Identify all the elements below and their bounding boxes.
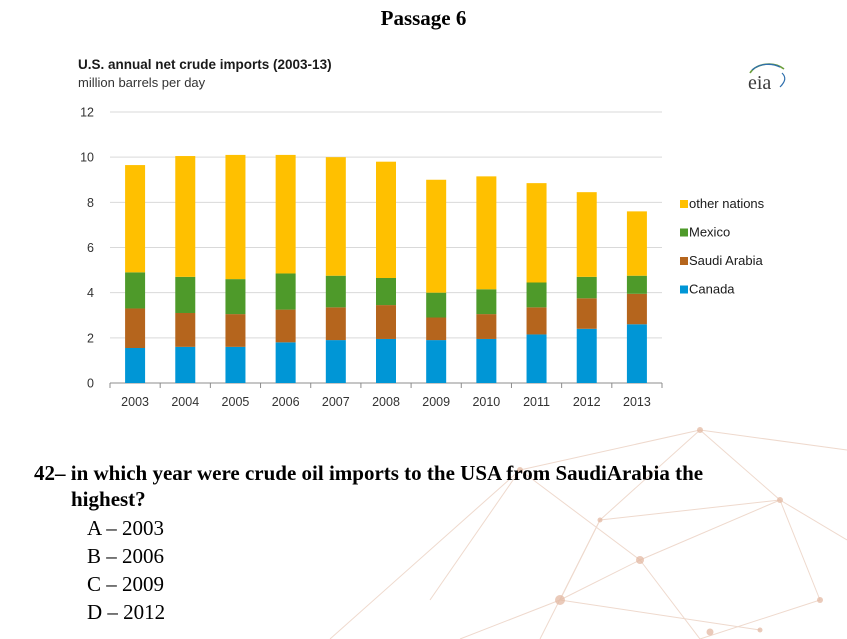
x-tick-label: 2008 [372,395,400,409]
bar-segment-saudi-arabia-2007 [325,307,346,341]
x-tick-label: 2004 [171,395,199,409]
option-a[interactable]: A – 2003 [87,516,165,540]
bar-segment-canada-2003 [125,347,146,383]
bar-segment-other-nations-2012 [576,192,597,277]
bar-segment-canada-2010 [476,338,497,383]
bar-segment-canada-2004 [175,346,196,383]
question-text: 42– in which year were crude oil imports… [34,460,824,512]
bar-segment-saudi-arabia-2013 [626,293,647,325]
bar-segment-canada-2006 [275,342,296,383]
bar-segment-mexico-2005 [225,279,246,315]
legend-label-mexico: Mexico [689,225,730,240]
chart-card: 0 2 4 6 8 10 12 2003 2004 2005 2006 2007 2008 2009 201… [72,53,796,415]
bar-segment-mexico-2006 [275,273,296,310]
stacked-bar-chart: 0 2 4 6 8 10 12 2003 2004 2005 2006 2007 2008 2009 201… [80,106,765,410]
legend-swatch-mexico [680,228,688,237]
y-tick-label: 10 [80,151,94,165]
option-d[interactable]: D – 2012 [87,600,166,624]
bar-segment-other-nations-2003 [125,165,146,273]
legend-label-saudi-arabia: Saudi Arabia [689,253,763,268]
bar-segment-saudi-arabia-2003 [125,308,146,348]
bar-segment-other-nations-2009 [426,179,447,293]
bar-segment-saudi-arabia-2011 [526,307,547,335]
y-tick-label: 0 [87,377,94,391]
bar-segment-canada-2013 [626,324,647,383]
x-tick-label: 2007 [322,395,350,409]
bar-segment-saudi-arabia-2005 [225,314,246,347]
bar-segment-saudi-arabia-2012 [576,298,597,329]
legend-swatch-saudi-arabia [680,257,688,265]
option-b[interactable]: B – 2006 [87,544,165,568]
bar-segment-saudi-arabia-2008 [376,305,396,339]
y-tick-label: 2 [87,331,94,345]
bar-segment-saudi-arabia-2009 [426,317,447,341]
passage-title: Passage 6 [380,6,467,30]
bar-segment-other-nations-2006 [275,154,296,274]
y-tick-label: 12 [80,106,94,120]
bar-segment-mexico-2008 [376,277,396,306]
legend-swatch-other-nations [680,200,688,208]
x-tick-label: 2010 [472,395,500,409]
y-tick-label: 8 [87,196,94,210]
bar-segment-mexico-2003 [125,272,146,309]
bar-segment-canada-2005 [225,346,246,383]
x-tick-label: 2009 [422,395,450,409]
bar-segment-other-nations-2007 [325,157,346,276]
svg-text:eia: eia [748,72,771,94]
bar-segment-mexico-2004 [175,276,196,313]
bar-segment-other-nations-2013 [626,211,647,276]
question-line-2: highest? [71,487,146,511]
eia-logo-icon: eia [748,63,786,94]
bar-segment-mexico-2011 [526,282,547,308]
y-tick-label: 6 [87,241,94,255]
chart-title: U.S. annual net crude imports (2003-13) [78,57,332,72]
x-tick-label: 2003 [121,395,149,409]
x-tick-label: 2012 [573,395,601,409]
bar-segment-other-nations-2010 [476,176,497,290]
bar-segment-other-nations-2004 [175,156,196,277]
bar-segment-canada-2007 [325,340,346,383]
answer-options: A – 2003 B – 2006 C – 2009 D – 2012 [87,514,165,626]
x-tick-label: 2005 [222,395,250,409]
bar-segment-mexico-2012 [576,276,597,299]
y-tick-label: 4 [87,286,94,300]
bar-segment-mexico-2009 [426,292,447,318]
bar-segment-other-nations-2008 [376,161,396,278]
bar-segment-canada-2009 [426,340,447,383]
bar-segment-saudi-arabia-2010 [476,314,497,339]
bar-segment-saudi-arabia-2006 [275,309,296,343]
x-tick-label: 2006 [272,395,300,409]
bar-segment-canada-2012 [576,328,597,383]
bar-segment-other-nations-2005 [225,154,246,280]
question-line-1: 42– in which year were crude oil imports… [34,461,704,485]
legend-label-canada: Canada [689,282,735,297]
bar-segment-canada-2008 [376,338,396,383]
bar-segment-saudi-arabia-2004 [175,312,196,347]
bar-segment-other-nations-2011 [526,183,547,283]
legend-label-other-nations: other nations [689,196,765,211]
x-tick-label: 2011 [523,395,550,409]
bar-segment-mexico-2013 [626,275,647,294]
bar-segment-mexico-2010 [476,289,497,315]
x-tick-label: 2013 [623,395,651,409]
bar-segment-canada-2011 [526,334,547,383]
legend-swatch-canada [680,285,688,294]
bar-segment-mexico-2007 [325,275,346,308]
chart-subtitle: million barrels per day [78,75,206,90]
option-c[interactable]: C – 2009 [87,572,165,596]
